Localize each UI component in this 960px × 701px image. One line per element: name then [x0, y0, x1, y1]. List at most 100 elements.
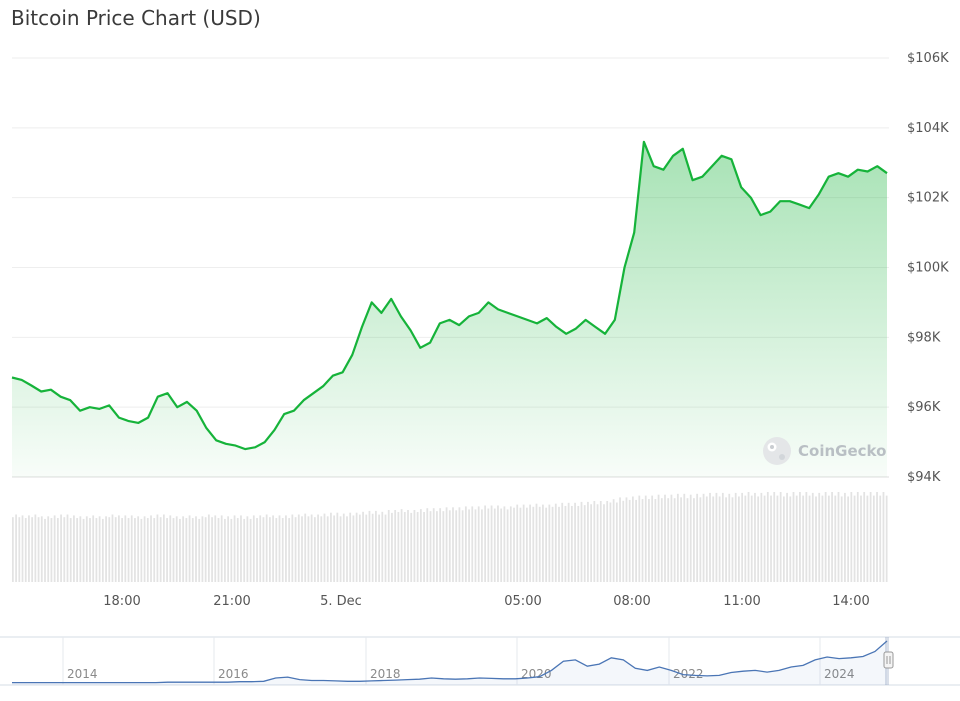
coingecko-logo-icon	[763, 437, 791, 465]
y-tick-label: $104K	[907, 121, 949, 136]
volume-bar	[587, 501, 589, 582]
volume-bar	[304, 513, 307, 582]
volume-bar	[50, 518, 53, 582]
volume-bar	[667, 498, 670, 582]
volume-bar	[805, 492, 808, 582]
volume-bar	[179, 518, 181, 582]
volume-bar	[445, 507, 448, 582]
volume-bar	[172, 518, 175, 582]
volume-bar	[583, 505, 586, 582]
x-tick-label: 05:00	[504, 594, 541, 609]
navigator-line	[12, 640, 888, 684]
volume-bar	[741, 492, 743, 582]
volume-bar	[69, 518, 72, 582]
price-area-fill	[12, 141, 887, 478]
volume-bar	[336, 512, 339, 582]
volume-bar	[818, 492, 821, 582]
volume-bar	[159, 517, 162, 582]
volume-bar	[330, 512, 332, 582]
volume-bar	[403, 512, 406, 582]
volume-bar	[487, 508, 490, 582]
volume-bar	[281, 518, 284, 582]
y-axis: $106K $104K $102K $100K $98K $96K $94K	[907, 51, 949, 485]
volume-bar	[699, 497, 702, 582]
volume-bar	[863, 492, 866, 582]
volume-bar	[471, 506, 474, 582]
volume-bar	[442, 511, 445, 582]
volume-bar	[127, 518, 130, 582]
volume-bar	[632, 496, 634, 582]
navigator-handle-icon[interactable]	[883, 651, 894, 669]
volume-bar	[683, 493, 686, 582]
volume-bar	[227, 516, 229, 582]
range-navigator[interactable]: 2014 2016 2018 2020 2022 2024	[0, 636, 960, 686]
volume-bar	[660, 498, 663, 582]
volume-bar	[837, 492, 840, 582]
volume-bar	[551, 506, 554, 582]
volume-bar	[609, 502, 612, 582]
volume-bar	[689, 494, 692, 582]
volume-bar	[770, 495, 772, 582]
volume-bar	[503, 506, 506, 582]
volume-bar	[381, 511, 384, 582]
volume-bar	[275, 518, 278, 582]
volume-bar	[101, 518, 104, 582]
volume-bar	[815, 496, 817, 582]
volume-bar	[60, 514, 62, 582]
volume-bar	[872, 495, 875, 582]
volume-bar	[198, 518, 201, 582]
volume-bar	[709, 492, 711, 582]
volume-bar	[850, 492, 853, 582]
volume-bar	[811, 492, 814, 582]
x-tick-label: 5. Dec	[320, 594, 362, 609]
volume-bar	[519, 507, 522, 582]
volume-bar	[143, 516, 146, 582]
y-tick-label: $102K	[907, 191, 949, 206]
volume-bar	[169, 515, 172, 582]
volume-bar	[885, 495, 888, 582]
volume-bar	[522, 504, 525, 582]
volume-bar	[747, 492, 750, 582]
volume-bar	[834, 495, 837, 582]
volume-bar	[612, 499, 615, 582]
volume-bar	[188, 515, 191, 582]
volume-bar	[795, 495, 798, 582]
volume-bar	[236, 518, 239, 582]
volume-bar	[47, 516, 50, 582]
volume-bar	[509, 506, 512, 582]
volume-bar	[635, 499, 637, 582]
volume-bar	[847, 496, 850, 582]
volume-bar	[407, 510, 409, 582]
volume-bar	[580, 501, 583, 582]
navigator-tick-label: 2016	[218, 667, 249, 681]
volume-bar	[224, 518, 226, 582]
volume-bar	[554, 503, 557, 582]
volume-bar	[844, 492, 846, 582]
volume-bar	[702, 493, 705, 582]
volume-bar	[474, 509, 477, 582]
volume-bar	[426, 508, 429, 582]
price-line[interactable]	[11, 140, 888, 451]
volume-bar	[538, 506, 541, 582]
volume-bar	[82, 518, 85, 582]
volume-bar	[622, 500, 625, 582]
volume-bar	[191, 518, 194, 582]
volume-bar	[625, 497, 628, 582]
volume-bar	[731, 497, 734, 582]
volume-bar	[37, 517, 40, 582]
volume-bar	[44, 518, 46, 582]
volume-bar	[577, 505, 580, 582]
y-tick-label: $98K	[907, 330, 941, 345]
volume-bar	[654, 499, 657, 582]
volume-bar	[670, 494, 673, 582]
volume-bar	[776, 495, 779, 582]
volume-bar	[641, 499, 644, 582]
volume-bar	[564, 505, 567, 582]
volume-bar	[240, 515, 242, 582]
volume-bar	[249, 518, 252, 582]
volume-bar	[827, 495, 830, 582]
volume-bar	[570, 505, 573, 582]
volume-bar	[18, 517, 21, 582]
volume-bar	[365, 514, 368, 582]
